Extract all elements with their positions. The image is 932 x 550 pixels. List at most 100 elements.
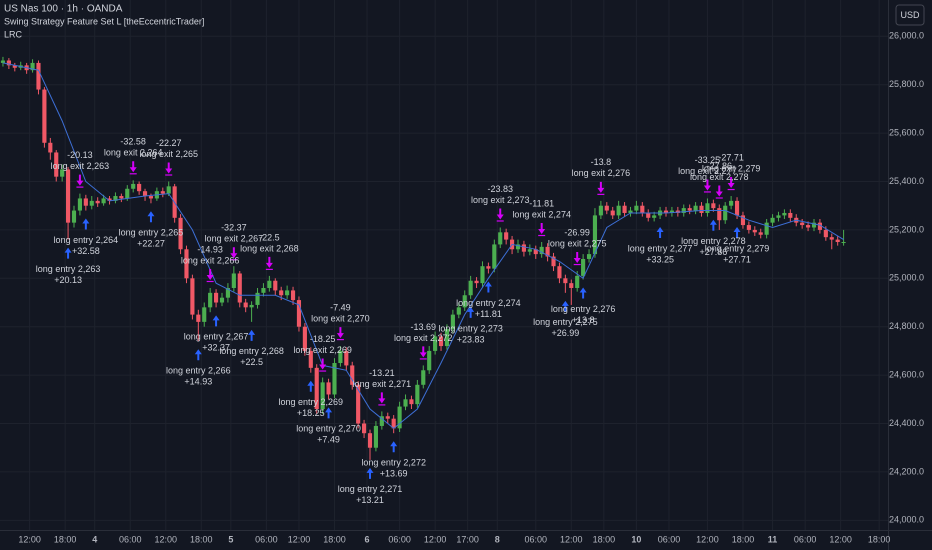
candle-body bbox=[823, 229, 828, 238]
exit-profit: -27.71 bbox=[718, 152, 744, 162]
entry-arrow bbox=[366, 467, 374, 479]
x-tick-label: 18:00 bbox=[190, 534, 213, 544]
x-tick-label: 12:00 bbox=[696, 534, 719, 544]
candle-body bbox=[444, 329, 450, 347]
exit-label: long exit 2,263 bbox=[51, 161, 110, 171]
candle-body bbox=[581, 258, 586, 276]
x-tick-label: 17:00 bbox=[456, 534, 479, 544]
candle-body bbox=[71, 210, 77, 223]
candle-body bbox=[101, 198, 106, 204]
exit-profit: -22.27 bbox=[156, 138, 182, 148]
line-name: LRC bbox=[4, 29, 23, 39]
x-tick-label: 06:00 bbox=[794, 534, 817, 544]
candle-body bbox=[598, 205, 603, 216]
candle-body bbox=[575, 275, 580, 288]
exit-label: long exit 2,274 bbox=[512, 209, 571, 219]
entry-profit: +13.8 bbox=[572, 315, 595, 325]
candle-body bbox=[492, 244, 497, 269]
candle-body bbox=[60, 169, 65, 177]
exit-label: long exit 2,279 bbox=[702, 163, 761, 173]
candle-body bbox=[427, 350, 432, 371]
x-tick-label: 18:00 bbox=[323, 534, 346, 544]
entry-profit: +7.49 bbox=[317, 435, 340, 445]
candle-body bbox=[12, 65, 17, 68]
entry-profit: +14.93 bbox=[184, 377, 212, 387]
candle-body bbox=[551, 256, 556, 267]
candle-body bbox=[178, 217, 183, 250]
candle-body bbox=[758, 232, 763, 235]
exit-label: long exit 2,268 bbox=[240, 243, 299, 253]
candle-body bbox=[752, 229, 757, 233]
candle-body bbox=[54, 152, 59, 177]
exit-label: long exit 2,265 bbox=[139, 149, 198, 159]
entry-profit: +32.58 bbox=[72, 246, 100, 256]
candle-body bbox=[504, 232, 509, 240]
entry-arrow bbox=[484, 281, 492, 293]
entry-arrow bbox=[709, 219, 717, 231]
exit-profit: -23.83 bbox=[487, 184, 513, 194]
candle-body bbox=[521, 244, 526, 252]
candle-body bbox=[800, 222, 805, 226]
x-tick-label: 5 bbox=[228, 534, 233, 544]
currency-button[interactable] bbox=[895, 4, 925, 26]
exit-arrow bbox=[727, 177, 735, 189]
candle-body bbox=[681, 208, 686, 213]
candle-body bbox=[148, 196, 154, 199]
currency-label: USD bbox=[900, 10, 920, 20]
y-tick-label: 25,000.0 bbox=[889, 273, 924, 283]
candle-body bbox=[48, 142, 53, 153]
grid bbox=[0, 0, 888, 530]
entry-label: long entry 2,274 bbox=[456, 298, 521, 308]
exit-profit: -27.86 bbox=[707, 161, 733, 171]
exit-arrow bbox=[496, 208, 504, 220]
exit-arrow bbox=[230, 247, 238, 259]
entry-profit: +32.37 bbox=[202, 343, 230, 353]
candle-body bbox=[219, 297, 225, 303]
x-tick-label: 12:00 bbox=[288, 534, 311, 544]
candle-body bbox=[285, 290, 290, 296]
x-tick-label: 06:00 bbox=[658, 534, 681, 544]
exit-arrow bbox=[319, 358, 327, 370]
candle-body bbox=[397, 406, 402, 429]
candle-body bbox=[137, 183, 142, 192]
exit-arrow bbox=[265, 256, 273, 268]
exit-label: long exit 2,271 bbox=[353, 379, 412, 389]
exit-label: long exit 2,275 bbox=[548, 238, 607, 248]
candle-body bbox=[527, 249, 532, 252]
entry-profit: +27.86 bbox=[699, 247, 727, 257]
candle-body bbox=[717, 208, 722, 221]
x-tick-label: 10 bbox=[631, 534, 641, 544]
exit-arrow bbox=[715, 185, 723, 197]
candle-body bbox=[243, 302, 248, 308]
entry-arrow bbox=[656, 227, 664, 239]
candle-body bbox=[249, 304, 254, 308]
indicator-name: Swing Strategy Feature Set L [theEccentr… bbox=[4, 16, 204, 26]
candle-body bbox=[545, 246, 550, 257]
candle-body bbox=[214, 292, 219, 303]
candle-body bbox=[456, 307, 461, 315]
candle-body bbox=[66, 169, 71, 223]
candle-body bbox=[604, 205, 609, 211]
candle-body bbox=[711, 203, 716, 209]
candle-body bbox=[557, 266, 562, 279]
candle-body bbox=[196, 314, 201, 322]
entry-label: long entry 2,268 bbox=[219, 346, 284, 356]
candle-body bbox=[829, 237, 834, 240]
entry-arrow bbox=[307, 380, 315, 392]
entry-profit: +13.69 bbox=[380, 469, 408, 479]
candle-body bbox=[279, 290, 284, 296]
entry-profit: +13.21 bbox=[356, 495, 384, 505]
exit-label: long exit 2,266 bbox=[181, 255, 240, 265]
entry-arrow bbox=[194, 349, 202, 361]
candle-body bbox=[610, 210, 615, 216]
x-tick-label: 18:00 bbox=[54, 534, 77, 544]
entry-arrow bbox=[248, 329, 256, 341]
candle-body bbox=[225, 287, 230, 298]
entry-profit: +22.27 bbox=[137, 239, 165, 249]
candle-body bbox=[166, 186, 171, 194]
entry-label: long entry 2,278 bbox=[681, 236, 746, 246]
candle-body bbox=[723, 205, 728, 221]
y-tick-label: 25,600.0 bbox=[889, 127, 924, 137]
exit-arrow bbox=[378, 392, 386, 404]
candle-body bbox=[746, 225, 751, 230]
